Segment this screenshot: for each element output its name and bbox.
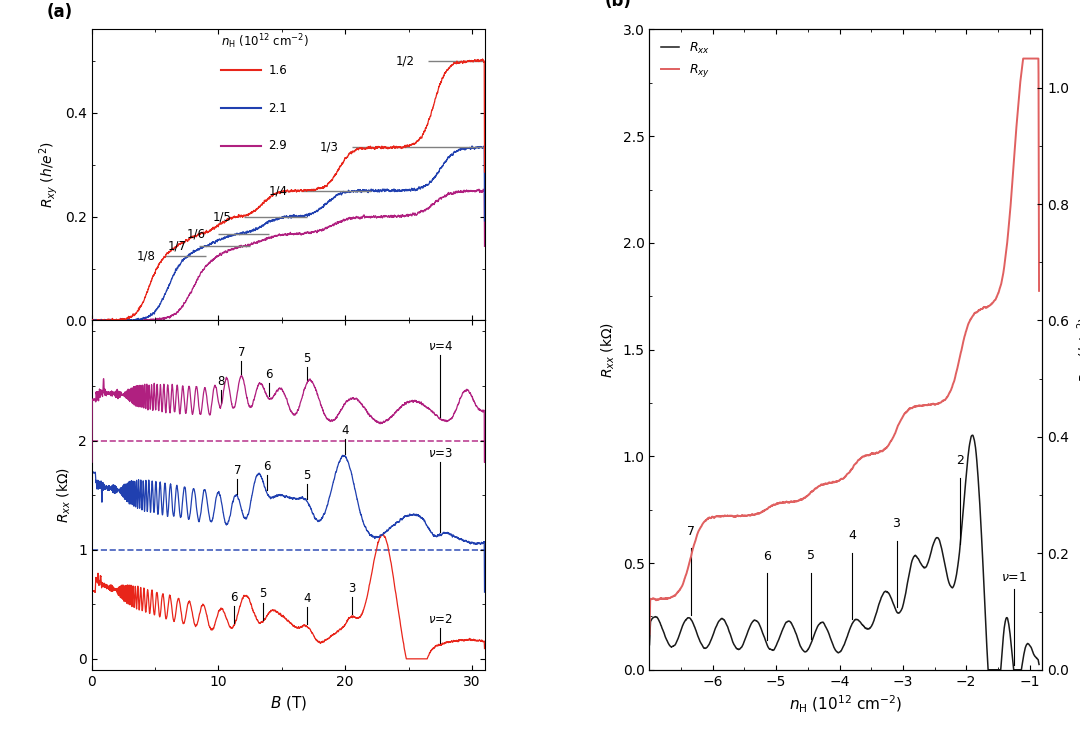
Text: 5: 5 <box>259 587 267 601</box>
Text: 1/6: 1/6 <box>187 227 206 240</box>
Y-axis label: $R_{xy}$ ($h/e^2$): $R_{xy}$ ($h/e^2$) <box>1075 316 1080 383</box>
Text: $\nu$=2: $\nu$=2 <box>428 613 453 626</box>
Text: $\nu$=4: $\nu$=4 <box>428 340 453 353</box>
Text: 1/7: 1/7 <box>167 240 187 252</box>
Text: 1/5: 1/5 <box>213 210 231 223</box>
Text: (b): (b) <box>605 0 631 10</box>
Text: 5: 5 <box>807 549 815 562</box>
Text: 6: 6 <box>762 550 771 563</box>
Text: 6: 6 <box>266 368 273 381</box>
Text: 7: 7 <box>687 525 694 538</box>
Text: 1/8: 1/8 <box>136 249 156 262</box>
Text: 6: 6 <box>262 460 270 473</box>
Text: $\nu$=3: $\nu$=3 <box>428 447 453 460</box>
Text: 4: 4 <box>848 529 856 542</box>
Text: $\nu$=1: $\nu$=1 <box>1000 571 1027 584</box>
X-axis label: $n_{\rm H}$ ($10^{12}$ cm$^{-2}$): $n_{\rm H}$ ($10^{12}$ cm$^{-2}$) <box>789 694 903 715</box>
Text: 7: 7 <box>233 464 241 477</box>
Text: (a): (a) <box>46 3 72 21</box>
Legend: $R_{xx}$, $R_{xy}$: $R_{xx}$, $R_{xy}$ <box>656 35 716 84</box>
Text: 1/4: 1/4 <box>269 184 288 197</box>
Text: 1/2: 1/2 <box>396 54 415 67</box>
Text: 5: 5 <box>303 352 311 365</box>
Text: 7: 7 <box>238 346 245 359</box>
Text: 1.6: 1.6 <box>269 64 287 77</box>
Text: 1/3: 1/3 <box>320 141 339 154</box>
Text: 2.9: 2.9 <box>269 139 287 152</box>
Text: 8: 8 <box>217 375 225 388</box>
Text: 4: 4 <box>341 424 349 437</box>
Text: 2: 2 <box>956 454 963 467</box>
Y-axis label: $R_{xx}$ (k$\Omega$): $R_{xx}$ (k$\Omega$) <box>599 322 617 378</box>
Text: 2.1: 2.1 <box>269 102 287 115</box>
Text: 6: 6 <box>230 590 238 604</box>
Y-axis label: $R_{xy}$ ($h/e^2$): $R_{xy}$ ($h/e^2$) <box>37 141 59 208</box>
Y-axis label: $R_{xx}$ (k$\Omega$): $R_{xx}$ (k$\Omega$) <box>55 467 72 523</box>
X-axis label: $B$ (T): $B$ (T) <box>270 694 307 712</box>
Text: 3: 3 <box>348 582 355 595</box>
Text: 3: 3 <box>892 517 901 531</box>
Text: 5: 5 <box>303 469 311 482</box>
Text: $n_{\rm H}$ ($10^{12}$ cm$^{-2}$): $n_{\rm H}$ ($10^{12}$ cm$^{-2}$) <box>221 32 310 51</box>
Text: 4: 4 <box>303 592 311 604</box>
